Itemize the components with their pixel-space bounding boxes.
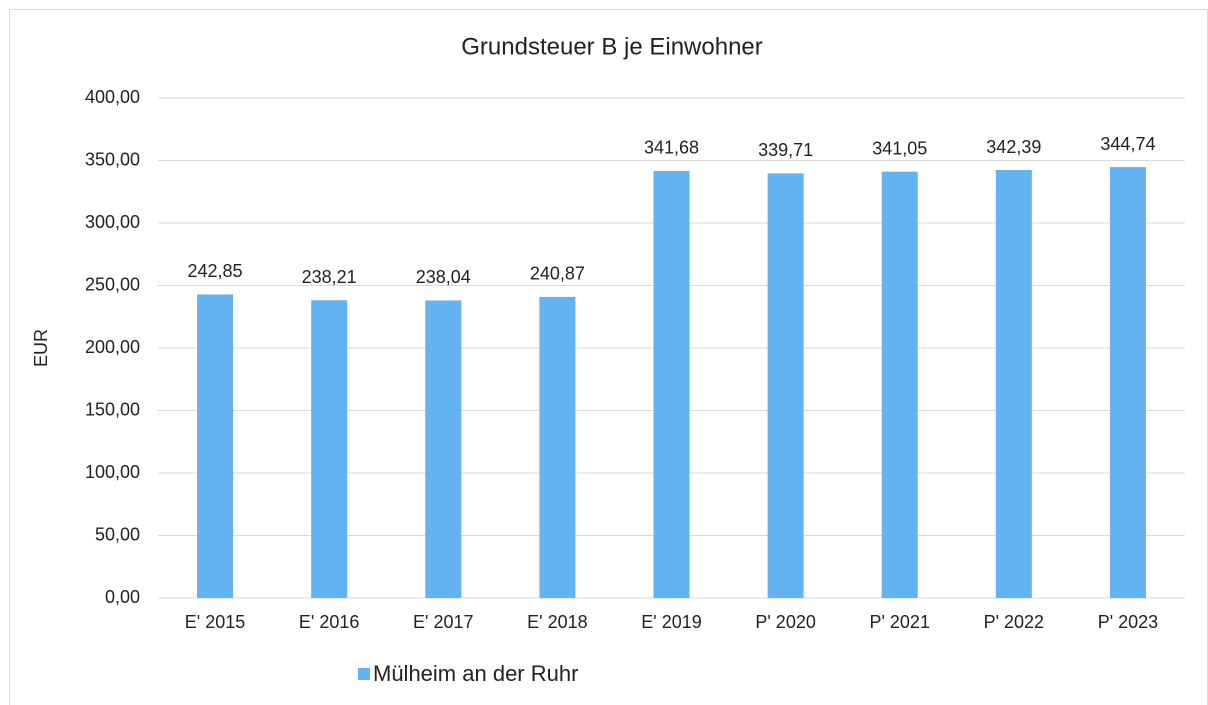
legend-label: Mülheim an der Ruhr bbox=[373, 661, 578, 686]
y-tick-label: 50,00 bbox=[95, 524, 140, 544]
y-tick-label: 0,00 bbox=[105, 587, 140, 607]
x-tick-label: E' 2019 bbox=[641, 612, 702, 632]
value-label: 238,04 bbox=[416, 267, 471, 287]
bar bbox=[425, 300, 462, 598]
legend-swatch bbox=[358, 668, 370, 680]
x-tick-label: P' 2021 bbox=[869, 612, 930, 632]
bar bbox=[197, 294, 234, 598]
chart-title: Grundsteuer B je Einwohner bbox=[461, 33, 763, 60]
x-tick-label: E' 2018 bbox=[527, 612, 588, 632]
bar bbox=[653, 170, 690, 598]
y-tick-label: 400,00 bbox=[85, 87, 140, 107]
value-label: 238,21 bbox=[302, 267, 357, 287]
y-tick-label: 300,00 bbox=[85, 212, 140, 232]
bar bbox=[881, 171, 918, 598]
y-tick-label: 250,00 bbox=[85, 274, 140, 294]
value-label: 344,74 bbox=[1100, 134, 1155, 154]
bar bbox=[767, 173, 804, 599]
value-label: 339,71 bbox=[758, 140, 813, 160]
x-tick-label: P' 2020 bbox=[755, 612, 816, 632]
bar bbox=[1109, 167, 1146, 598]
x-tick-label: E' 2016 bbox=[299, 612, 360, 632]
x-tick-label: P' 2022 bbox=[984, 612, 1045, 632]
value-label: 341,68 bbox=[644, 138, 699, 158]
value-label: 341,05 bbox=[872, 138, 927, 158]
x-tick-label: E' 2017 bbox=[413, 612, 474, 632]
y-tick-label: 100,00 bbox=[85, 462, 140, 482]
bar bbox=[539, 296, 576, 598]
value-label: 242,85 bbox=[188, 261, 243, 281]
bar bbox=[995, 170, 1032, 598]
value-label: 342,39 bbox=[986, 137, 1041, 157]
x-tick-label: P' 2023 bbox=[1098, 612, 1159, 632]
bar bbox=[311, 300, 348, 598]
x-tick-label: E' 2015 bbox=[185, 612, 246, 632]
y-tick-label: 200,00 bbox=[85, 337, 140, 357]
y-tick-label: 350,00 bbox=[85, 149, 140, 169]
y-tick-label: 150,00 bbox=[85, 399, 140, 419]
value-label: 240,87 bbox=[530, 264, 585, 284]
y-axis-label: EUR bbox=[31, 329, 51, 367]
